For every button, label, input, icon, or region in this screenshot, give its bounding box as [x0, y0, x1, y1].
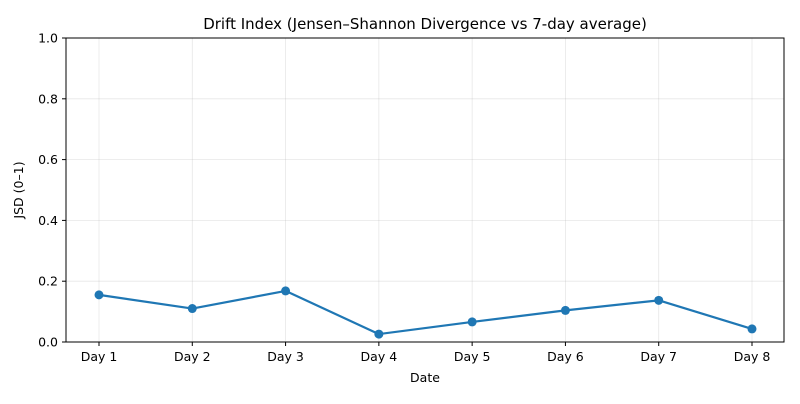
data-point — [747, 324, 757, 334]
x-tick-label: Day 2 — [174, 349, 211, 364]
chart-title: Drift Index (Jensen–Shannon Divergence v… — [203, 15, 647, 33]
y-tick-label: 0.6 — [38, 152, 58, 167]
data-point — [94, 290, 104, 300]
data-point — [654, 295, 664, 305]
data-point — [374, 329, 384, 339]
x-tick-label: Day 7 — [640, 349, 677, 364]
x-tick-label: Day 1 — [81, 349, 118, 364]
grid-layer — [66, 37, 784, 343]
x-tick-label: Day 8 — [734, 349, 771, 364]
data-point — [187, 304, 197, 314]
y-tick-label: 0.0 — [38, 335, 58, 350]
data-point — [467, 317, 477, 327]
x-tick-label: Day 3 — [267, 349, 304, 364]
y-axis-label: JSD (0–1) — [11, 161, 26, 219]
series-line — [97, 289, 754, 336]
y-tick-label: 0.4 — [38, 213, 58, 228]
data-point — [281, 286, 291, 296]
plot-frame — [65, 37, 785, 343]
axes-layer: Day 1 Day 2 Day 3 Day 4 Day 5 Day 6 Day 7 Day 8… — [38, 31, 785, 364]
x-tick-label: Day 6 — [547, 349, 584, 364]
x-tick-label: Day 4 — [361, 349, 398, 364]
x-tick-label: Day 5 — [454, 349, 491, 364]
y-tick-label: 0.8 — [38, 91, 58, 106]
y-tick-label: 1.0 — [38, 31, 58, 46]
data-point — [560, 305, 570, 315]
x-axis-label: Date — [410, 370, 440, 385]
series-layer — [94, 286, 757, 339]
y-tick-label: 0.2 — [38, 274, 58, 289]
